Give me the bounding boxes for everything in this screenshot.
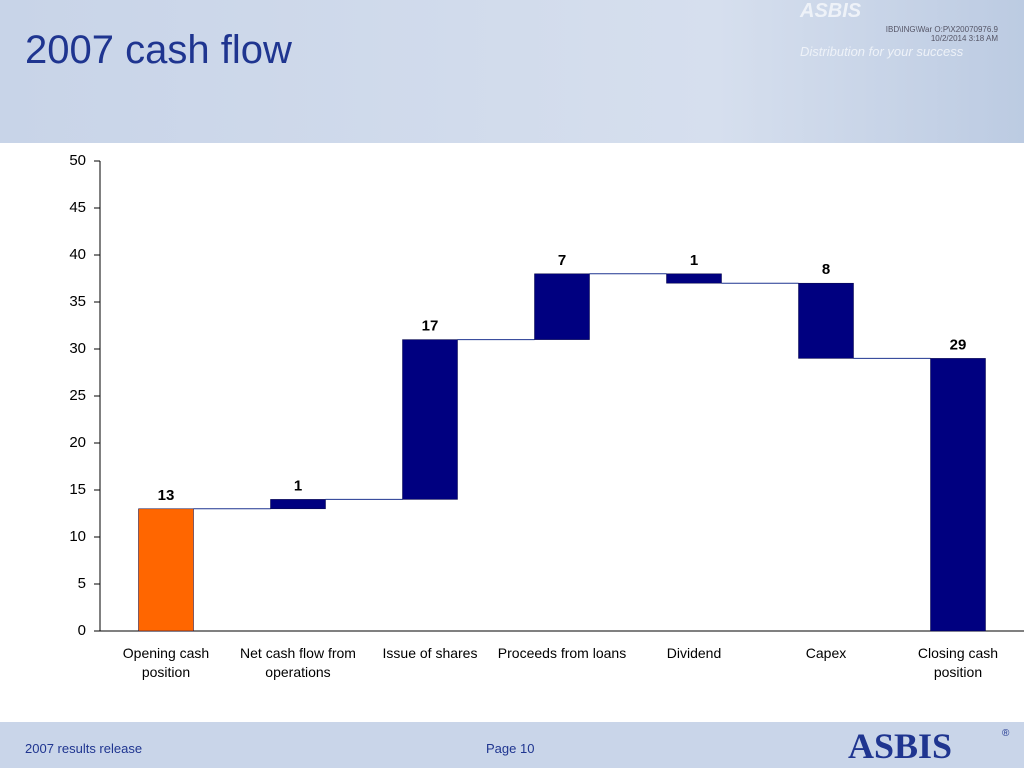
bar [798,282,854,359]
footer-logo: ASBIS [848,726,953,766]
x-tick-label: Issue of shares [382,645,478,661]
y-tick-label: 5 [78,575,86,592]
reference: IBD\ING\War O:P\X20070976.9 10/2/2014 3:1… [886,25,998,43]
y-tick-label: 45 [69,199,86,216]
y-tick-label: 35 [69,293,86,310]
x-tick-label: Opening cash position [122,645,210,680]
footer-text: 2007 results release [25,741,143,756]
x-tick-label: Dividend [666,645,722,661]
bar [138,508,194,632]
y-tick-label: 20 [69,434,86,451]
page-number: Page 10 [486,741,535,756]
y-tick-label: 15 [69,481,86,498]
bar [270,499,326,510]
data-label: 8 [822,261,830,278]
data-label: 1 [294,477,302,494]
x-tick-label: Capex [805,645,847,661]
y-tick-label: 0 [78,622,86,639]
header-band: ASBIS Distribution for your success IBD\… [0,0,1024,143]
bar [930,358,986,632]
x-tick-label: Net cash flow from operations [240,645,356,680]
registered-mark: ® [1002,728,1010,739]
slide-title: 2007 cash flow [25,28,292,72]
ref-date: 10/2/2014 3:18 AM [930,34,998,43]
bar [534,273,590,340]
bar [402,339,458,500]
ref-code: IBD\ING\War O:P\X20070976.9 [885,25,998,34]
footer-band: 2007 results release Page 10 ASBIS ® [0,722,1024,768]
data-label: 7 [558,252,566,269]
y-tick-label: 25 [69,387,86,404]
y-tick-label: 50 [69,152,86,169]
x-tick-label: Closing cash position [917,645,999,680]
y-tick-label: 40 [69,246,86,263]
header-slogan: Distribution for your success [800,44,964,59]
data-label: 29 [950,336,967,353]
y-tick-label: 10 [69,528,86,545]
data-label: 13 [158,487,175,504]
x-tick-label: Proceeds from loans [497,645,627,661]
data-label: 1 [690,252,698,269]
header-logo: ASBIS [800,0,862,22]
data-label: 17 [422,318,439,335]
bar [666,273,722,284]
y-tick-label: 30 [69,340,86,357]
